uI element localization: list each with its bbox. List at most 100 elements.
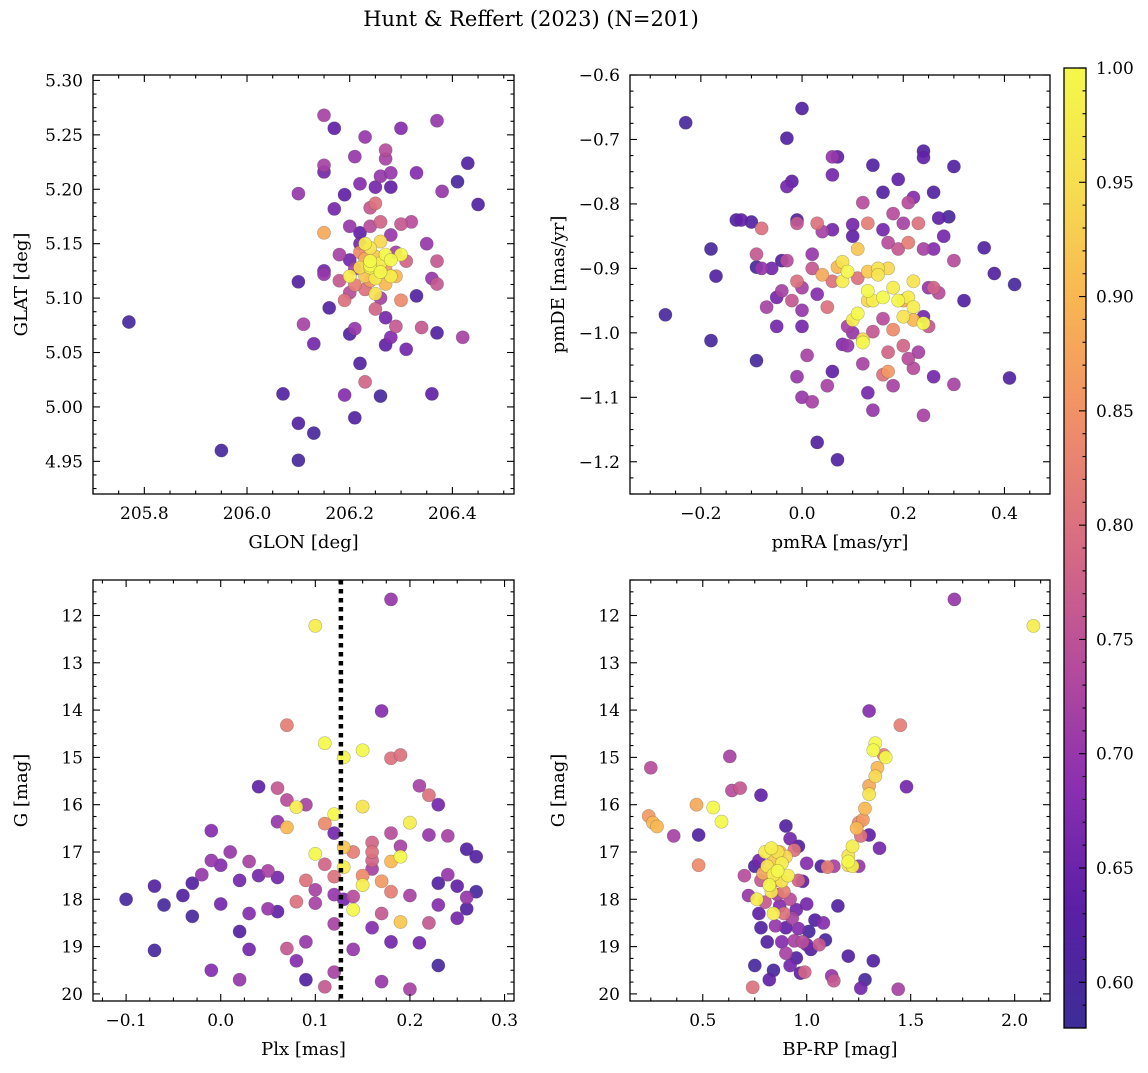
- pmra-pmde-ytick-label: −0.8: [579, 195, 620, 215]
- colorbar-tick-label: 0.85: [1096, 402, 1134, 422]
- plx-g-point: [393, 849, 408, 864]
- plx-g-frame: [92, 579, 515, 1002]
- pmra-pmde-point: [957, 293, 971, 308]
- bprp-g-point: [691, 828, 706, 842]
- glon-glat-point: [306, 336, 321, 351]
- bprp-g-point: [770, 864, 785, 878]
- bprp-g-point: [643, 760, 658, 775]
- colorbar-tick-label: 0.90: [1096, 288, 1134, 308]
- glon-glat-point: [327, 201, 342, 216]
- bprp-g-ytick-label: 13: [598, 654, 620, 674]
- pmra-pmde-point: [850, 306, 865, 321]
- glon-glat-xtick-label: 205.8: [120, 504, 169, 524]
- bprp-g-point: [820, 860, 835, 874]
- plx-g-ytick-label: 18: [61, 890, 83, 910]
- glon-glat-point: [317, 225, 331, 240]
- glon-glat-point: [409, 288, 424, 303]
- plx-g-point: [279, 820, 294, 835]
- glon-glat-point: [394, 217, 408, 231]
- pmra-pmde-point: [790, 369, 804, 384]
- plx-g-ytick-label: 15: [61, 748, 83, 768]
- glon-glat-point: [383, 253, 398, 267]
- pmra-pmde-point: [759, 300, 774, 314]
- pmra-pmde-point: [926, 369, 941, 384]
- pmra-pmde-point: [987, 266, 1002, 281]
- bprp-g-point: [891, 982, 906, 997]
- glon-glat-point: [368, 180, 383, 194]
- bprp-g-point: [768, 918, 783, 933]
- bprp-g-point: [762, 972, 777, 987]
- pmra-pmde-point: [790, 216, 804, 231]
- glon-glat-point: [347, 149, 362, 164]
- plx-g-point: [421, 788, 436, 803]
- bprp-g-ytick-label: 18: [598, 890, 620, 910]
- pmra-pmde-xtick-label: −0.2: [680, 504, 721, 524]
- plx-g-point: [459, 842, 474, 857]
- pmra-pmde-point: [845, 229, 860, 244]
- pmra-pmde-point: [931, 211, 946, 225]
- bprp-g-point: [831, 899, 845, 913]
- pmra-pmde-point: [840, 264, 855, 279]
- bprp-g-ytick-label: 12: [598, 606, 620, 626]
- bprp-g-point: [749, 892, 764, 907]
- plx-g-point: [279, 941, 294, 956]
- pmra-pmde-point: [876, 222, 890, 237]
- bprp-g-xtick-label: 0.5: [689, 1011, 716, 1031]
- bprp-g-point: [745, 980, 760, 995]
- pmra-pmde-point: [911, 216, 926, 231]
- glon-glat-ylabel: GLAT [deg]: [11, 233, 32, 337]
- bprp-g-point: [849, 821, 864, 836]
- plx-g-point: [421, 828, 436, 842]
- plx-g-point: [346, 942, 361, 957]
- glon-glat-ytick-label: 5.05: [45, 344, 83, 364]
- plx-g-point: [204, 963, 219, 978]
- pmra-pmde-point: [678, 115, 693, 130]
- plx-g-ytick-label: 17: [61, 843, 83, 863]
- bprp-g-xtick-label: 2.0: [1001, 1011, 1028, 1031]
- plx-g-point: [374, 906, 389, 921]
- plx-g-point: [327, 965, 342, 979]
- plx-g-ytick-label: 20: [61, 985, 83, 1005]
- glon-glat-ytick-label: 5.20: [45, 180, 83, 200]
- colorbar-gradient: [1064, 68, 1086, 1028]
- glon-glat-point: [409, 165, 424, 180]
- pmra-pmde-point: [1002, 371, 1017, 385]
- panels: 205.8 206.0 206.2 206.4 4.95 5.00 5.05 5.10 5.15…: [11, 66, 1051, 1060]
- pmra-pmde-point: [855, 195, 870, 210]
- pmra-pmde-point: [795, 101, 809, 116]
- pmra-pmde-point: [947, 253, 961, 268]
- plx-g-point: [232, 873, 247, 888]
- bprp-g-point: [841, 949, 856, 963]
- plx-g-point: [317, 736, 332, 751]
- pmra-pmde-point: [800, 348, 814, 363]
- bprp-g-point: [689, 797, 704, 812]
- glon-glat-point: [430, 113, 444, 128]
- plx-g-point: [355, 878, 370, 892]
- bprp-g-point: [866, 743, 881, 758]
- bprp-g-ytick-label: 17: [598, 843, 620, 863]
- plx-g-point: [450, 911, 465, 926]
- pmra-pmde-point: [850, 271, 865, 285]
- pmra-pmde-point: [754, 261, 769, 276]
- glon-glat-point: [121, 315, 136, 329]
- glon-glat-point: [368, 302, 383, 316]
- pmra-pmde-point: [749, 247, 764, 262]
- plx-g-point: [374, 874, 389, 889]
- pmra-pmde-point: [926, 280, 941, 295]
- pmra-pmde-point: [860, 385, 875, 400]
- plx-g-xlabel: Plx [mas]: [261, 1039, 346, 1060]
- plx-g-point: [298, 972, 313, 987]
- plx-g-point: [298, 873, 313, 888]
- bprp-g-point: [862, 787, 876, 802]
- pmra-pmde-point: [830, 452, 845, 467]
- plx-g-point: [279, 718, 294, 733]
- plx-g-point: [346, 889, 361, 904]
- pmra-pmde-point: [769, 319, 784, 334]
- plx-g-point: [431, 876, 446, 891]
- glon-glat-point: [450, 174, 465, 189]
- bprp-g-point: [1026, 619, 1041, 633]
- pmra-pmde-point: [891, 172, 906, 187]
- pmra-pmde-xtick-label: 0.2: [890, 504, 917, 524]
- glon-glat-point: [291, 274, 306, 289]
